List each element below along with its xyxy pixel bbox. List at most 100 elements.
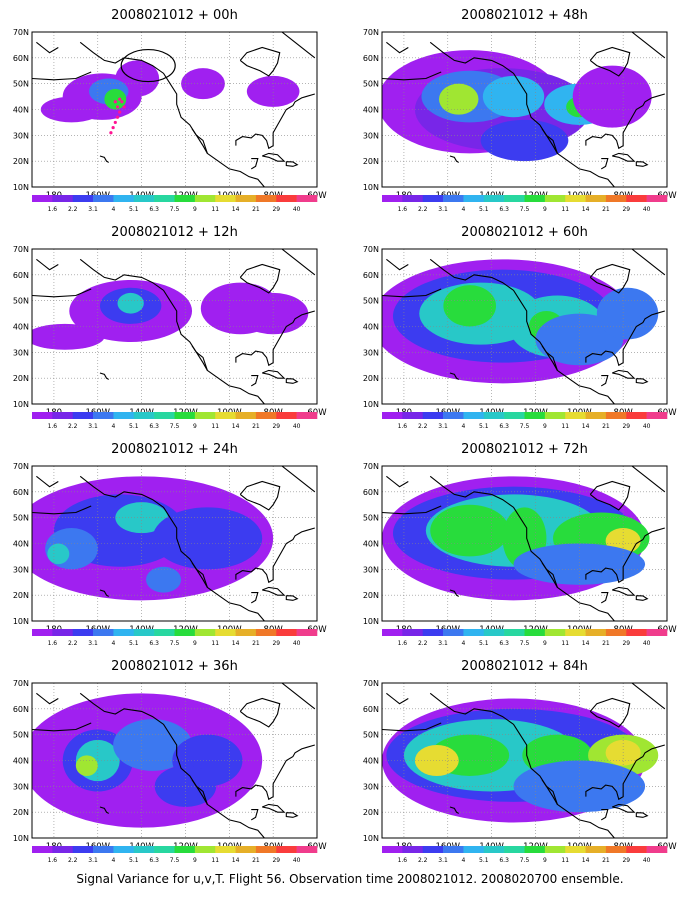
coastline	[585, 527, 665, 584]
panel-title: 2008021012 + 36h	[111, 659, 238, 674]
colorbar-swatch	[255, 846, 277, 853]
colorbar-label: 9	[543, 206, 547, 213]
figure-caption: Signal Variance for u,v,T. Flight 56. Ob…	[76, 872, 624, 886]
latitude-tick-label: 10N	[13, 400, 29, 409]
panel-title: 2008021012 + 60h	[461, 225, 588, 240]
colorbar-label: 3.1	[438, 423, 448, 430]
colorbar-label: 21	[602, 206, 610, 213]
colorbar-label: 4	[462, 206, 466, 213]
latitude-tick-label: 40N	[363, 106, 379, 115]
map-panel: 2008021012 + 36h 10N20N30N40N50N60N70N180…	[0, 651, 340, 871]
colorbar-label: 6.3	[149, 206, 159, 213]
colorbar-swatch	[646, 629, 668, 636]
coastline	[611, 152, 636, 162]
colorbar-label: 4	[112, 640, 116, 647]
colorbar-swatch	[605, 629, 627, 636]
coastline	[589, 697, 631, 728]
coastline	[382, 722, 442, 732]
colorbar-label: 5.1	[129, 206, 139, 213]
colorbar-swatch	[483, 629, 505, 636]
colorbar-swatch	[524, 846, 546, 853]
colorbar-swatch	[463, 629, 485, 636]
colorbar-swatch	[626, 195, 647, 202]
latitude-tick-label: 20N	[13, 374, 29, 383]
map-plot: 10N20N30N40N50N60N70N180160W140W120W100W…	[13, 679, 327, 864]
coastline	[235, 744, 315, 801]
colorbar-swatch	[422, 412, 444, 419]
colorbar-swatch	[276, 846, 297, 853]
colorbar-swatch	[255, 412, 277, 419]
latitude-tick-label: 60N	[363, 271, 379, 280]
colorbar-swatch	[32, 846, 53, 853]
latitude-tick-label: 70N	[363, 462, 379, 471]
coastline	[449, 589, 460, 597]
coastline	[281, 32, 316, 59]
colorbar-swatch	[113, 629, 135, 636]
observation-region-circle	[120, 48, 176, 83]
coastline	[99, 806, 110, 814]
colorbar-swatch	[544, 846, 566, 853]
colorbar-swatch	[443, 629, 464, 636]
latitude-tick-label: 30N	[13, 565, 29, 574]
latitude-tick-label: 20N	[363, 374, 379, 383]
colorbar-label: 5.1	[479, 640, 489, 647]
colorbar-swatch	[585, 846, 607, 853]
variance-contour	[152, 507, 263, 570]
map-panel: 2008021012 + 72h10N20N30N40N50N60N70N180…	[350, 434, 690, 654]
colorbar-label: 6.3	[499, 640, 509, 647]
colorbar-swatch	[235, 412, 257, 419]
colorbar-swatch	[52, 629, 74, 636]
map-frame	[31, 248, 318, 405]
colorbar-label: 29	[272, 857, 280, 864]
latitude-tick-label: 50N	[13, 514, 29, 523]
colorbar-label: 40	[643, 423, 651, 430]
latitude-tick-label: 70N	[363, 28, 379, 37]
colorbar-swatch	[113, 846, 135, 853]
colorbar-swatch	[32, 195, 53, 202]
latitude-tick-label: 10N	[13, 834, 29, 843]
latitude-tick-label: 70N	[363, 679, 379, 688]
colorbar-label: 6.3	[499, 423, 509, 430]
colorbar-swatch	[585, 629, 607, 636]
variance-contour	[104, 88, 127, 110]
coastline	[250, 158, 259, 170]
colorbar-swatch	[524, 195, 546, 202]
colorbar-label: 1.6	[398, 640, 408, 647]
coastline	[235, 310, 315, 367]
coastline	[635, 595, 649, 601]
coastline	[281, 466, 316, 493]
colorbar-label: 4	[112, 857, 116, 864]
latitude-tick-label: 30N	[13, 348, 29, 357]
latitude-tick-label: 60N	[363, 705, 379, 714]
coastline	[449, 372, 460, 380]
map-panel: 2008021012 + 00h10N20N30N40N50N60N70N180…	[0, 0, 340, 220]
coastline	[589, 480, 631, 511]
map-frame	[381, 248, 668, 405]
colorbar-swatch	[72, 412, 94, 419]
colorbar-swatch	[194, 195, 216, 202]
colorbar-swatch	[422, 629, 444, 636]
colorbar-swatch	[565, 412, 586, 419]
map-panel: 2008021012 + 60h10N20N30N40N50N60N70N180…	[350, 217, 690, 437]
coastline	[285, 378, 299, 384]
colorbar-swatch	[483, 846, 505, 853]
variance-contour	[113, 719, 193, 771]
colorbar-label: 2.2	[68, 206, 78, 213]
colorbar-swatch	[402, 412, 424, 419]
colorbar-label: 11	[211, 206, 219, 213]
colorbar-swatch	[32, 629, 53, 636]
colorbar-label: 9	[193, 423, 197, 430]
colorbar-label: 2.2	[68, 857, 78, 864]
colorbar-swatch	[133, 629, 155, 636]
panel-title: 2008021012 + 12h	[111, 225, 238, 240]
coastline	[585, 310, 665, 367]
coastline	[386, 41, 409, 54]
colorbar-label: 14	[232, 857, 240, 864]
colorbar-label: 1.6	[48, 206, 58, 213]
colorbar-swatch	[382, 846, 403, 853]
latitude-tick-label: 50N	[363, 297, 379, 306]
latitude-tick-label: 70N	[13, 28, 29, 37]
map-panel: 2008021012 + 84h10N20N30N40N50N60N70N180…	[350, 651, 690, 871]
colorbar-label: 3.1	[88, 423, 98, 430]
colorbar-swatch	[605, 195, 627, 202]
